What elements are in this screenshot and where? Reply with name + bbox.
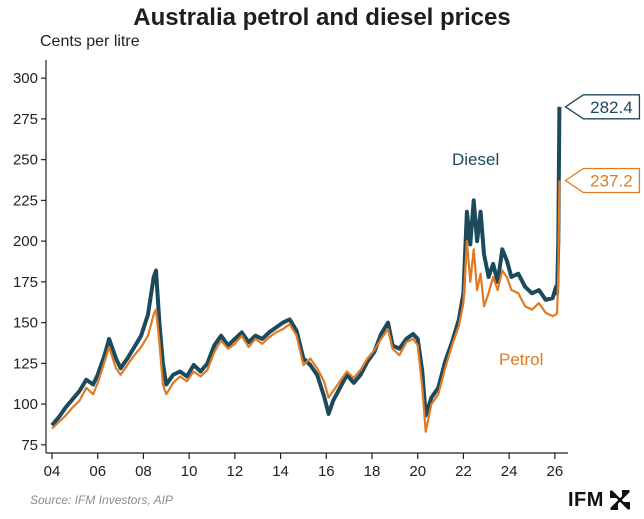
end-label-layer: 282.4 237.2 <box>564 94 641 194</box>
y-tick-label: 150 <box>13 315 38 332</box>
x-tick-label: 22 <box>455 463 472 480</box>
petrol-series-line <box>51 180 561 433</box>
petrol-annotation: Petrol <box>499 350 543 369</box>
diesel-annotation: Diesel <box>452 150 499 169</box>
y-tick-label: 250 <box>13 152 38 169</box>
x-tick-label: 08 <box>135 463 152 480</box>
chart-title: Australia petrol and diesel prices <box>133 4 511 31</box>
x-tick-label: 10 <box>181 463 198 480</box>
x-tick-label: 20 <box>409 463 426 480</box>
x-tick-label: 24 <box>501 463 518 480</box>
x-tick-label: 12 <box>227 463 244 480</box>
diesel-series-line <box>50 106 562 427</box>
end-label-box <box>564 167 641 194</box>
y-tick-label: 100 <box>13 396 38 413</box>
x-tick-label: 14 <box>272 463 289 480</box>
x-tick-label: 04 <box>44 463 61 480</box>
petrol-end-label: 237.2 <box>564 167 641 194</box>
x-axis: 04 06 08 10 12 14 16 18 20 22 24 26 <box>44 452 568 480</box>
x-tick-label: 18 <box>364 463 381 480</box>
diesel-end-label: 282.4 <box>564 94 641 120</box>
ifm-logo: IFM <box>568 488 632 512</box>
y-tick-label: 75 <box>21 437 38 454</box>
y-tick-label: 300 <box>13 70 38 87</box>
y-axis-unit-label: Cents per litre <box>40 33 140 50</box>
logo-mark-icon <box>609 490 630 510</box>
end-label-box <box>564 94 641 120</box>
x-tick-label: 26 <box>547 463 564 480</box>
x-tick-label: 16 <box>318 463 335 480</box>
end-label-value: 282.4 <box>590 98 633 117</box>
series-layer <box>50 106 562 433</box>
x-axis-ticks: 04 06 08 10 12 14 16 18 20 22 24 26 <box>44 453 564 480</box>
end-label-value: 237.2 <box>590 171 633 190</box>
y-axis-ticks: 75 100 125 150 175 200 225 250 275 300 <box>13 70 46 454</box>
y-tick-label: 200 <box>13 233 38 250</box>
logo-text: IFM <box>568 488 604 511</box>
source-note: Source: IFM Investors, AIP <box>30 493 173 507</box>
x-tick-label: 06 <box>89 463 106 480</box>
y-tick-label: 275 <box>13 111 38 128</box>
y-axis: 75 100 125 150 175 200 225 250 275 300 <box>13 60 47 454</box>
y-tick-label: 125 <box>13 355 38 372</box>
y-tick-label: 225 <box>13 192 38 209</box>
y-tick-label: 175 <box>13 274 38 291</box>
